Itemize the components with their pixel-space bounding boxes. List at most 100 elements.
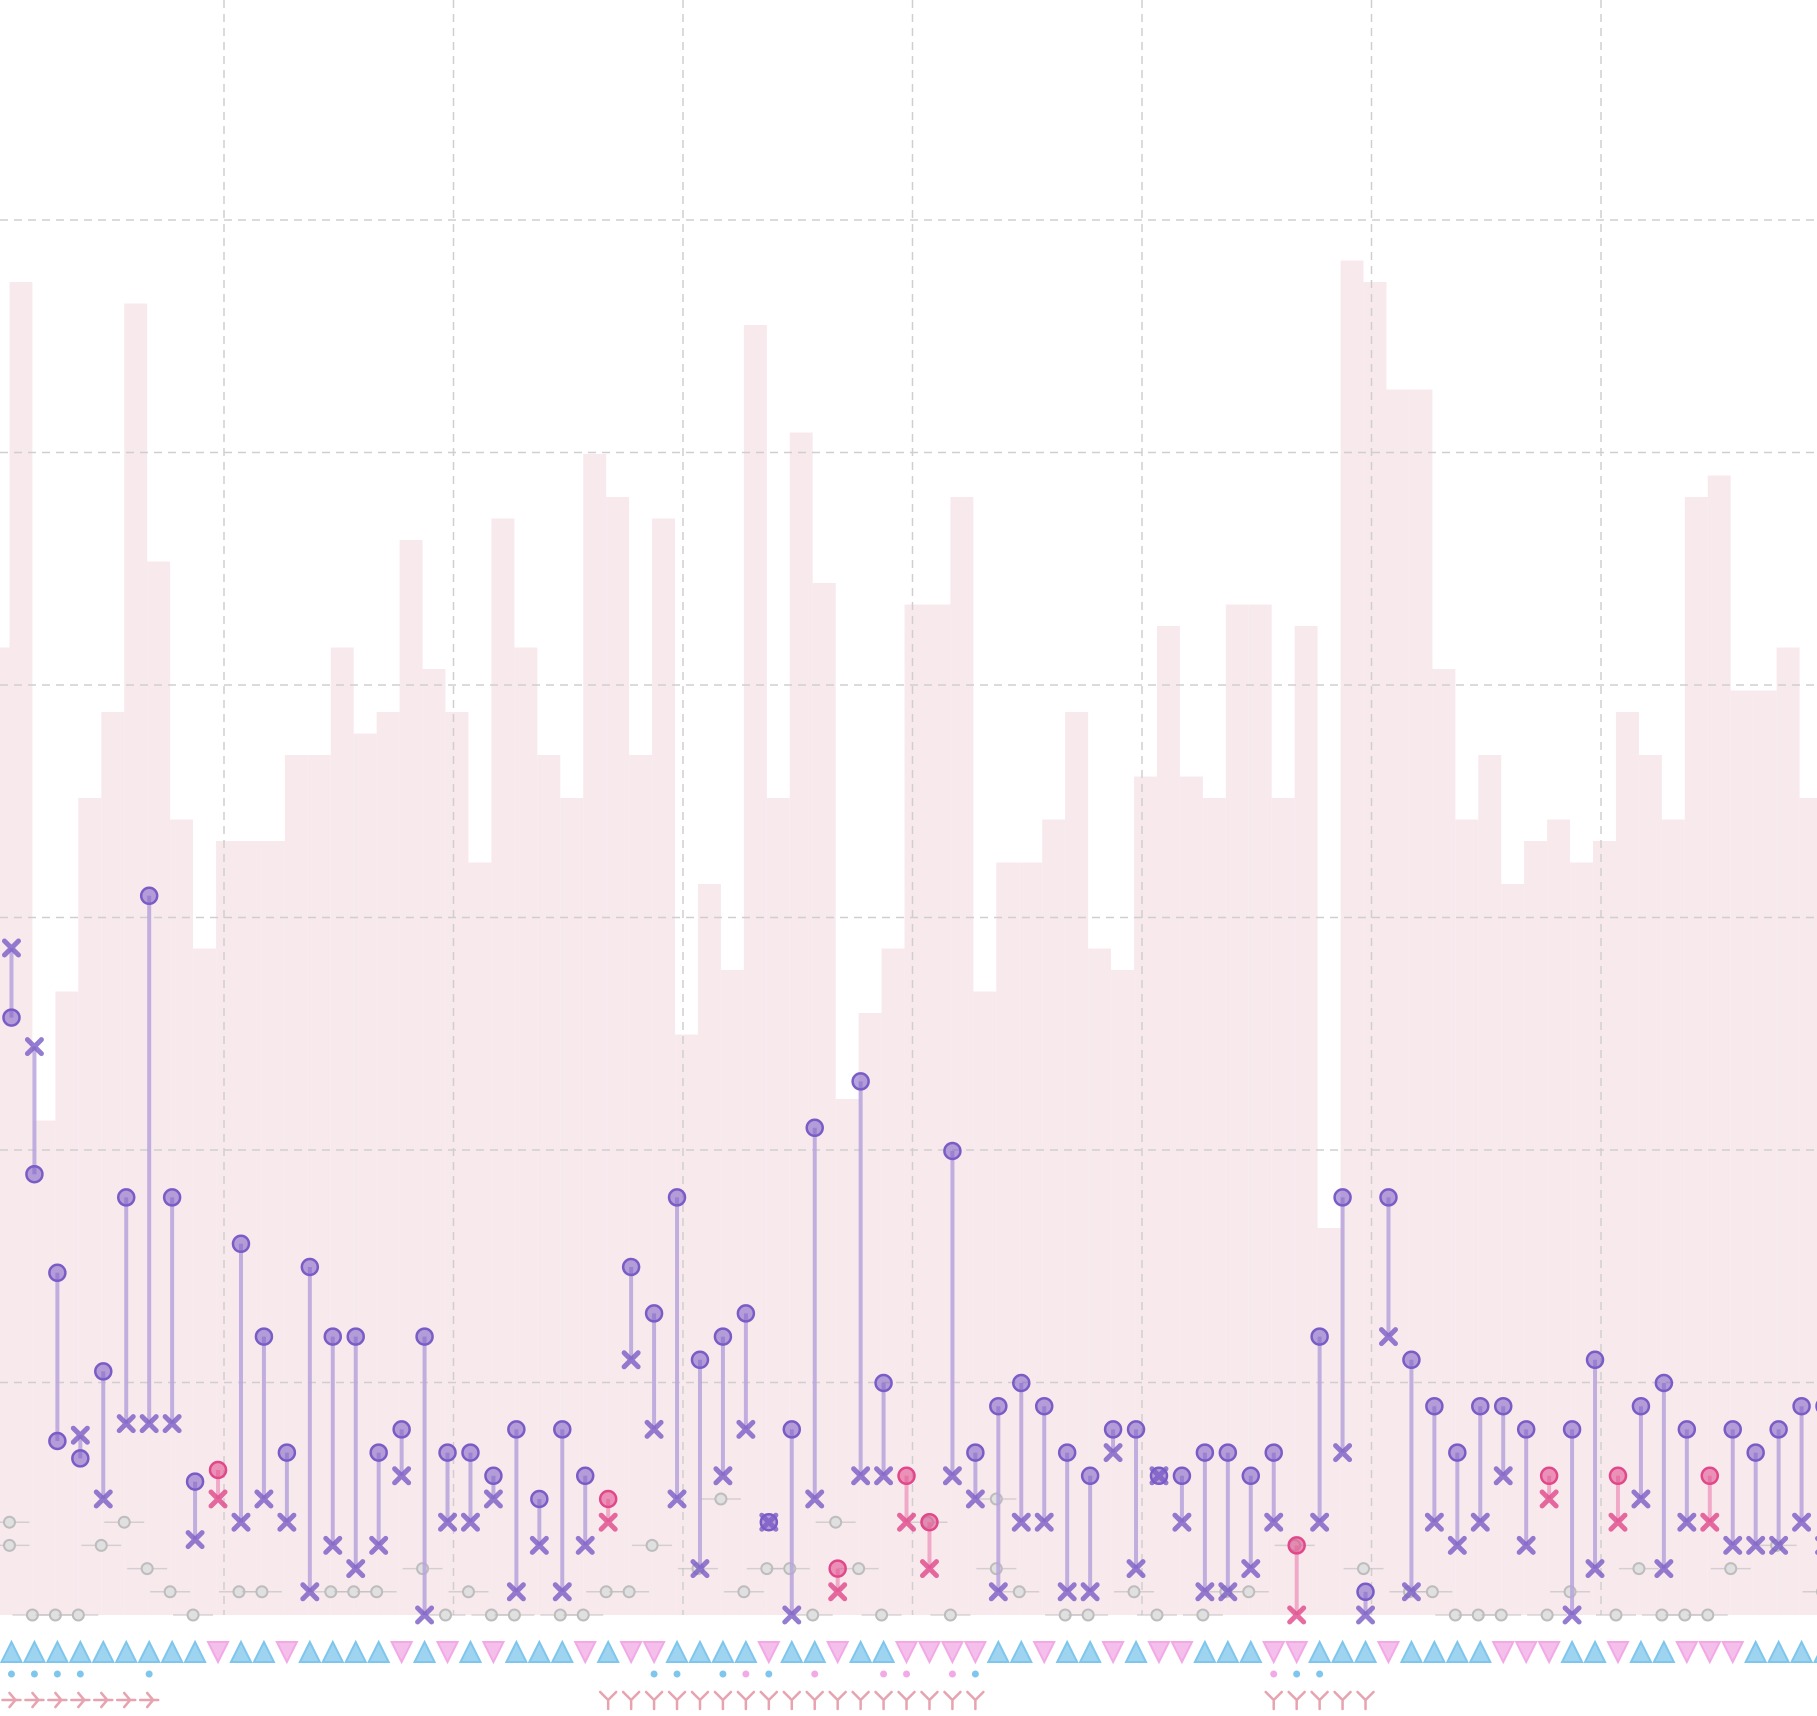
tick-marker: [736, 1690, 756, 1711]
stem-x-marker: [1424, 1512, 1444, 1532]
background-bar: [881, 948, 905, 1615]
triangle-marker: [1330, 1639, 1355, 1663]
background-bars-layer: [0, 260, 1817, 1615]
stem-x-marker: [483, 1489, 503, 1509]
grey-point: [1012, 1585, 1026, 1599]
stem-x-marker: [392, 1466, 412, 1486]
dot-marker: [1316, 1670, 1324, 1678]
background-bar: [1501, 884, 1525, 1615]
triangle-marker: [344, 1639, 368, 1663]
background-bar: [1179, 776, 1203, 1615]
background-bar: [399, 540, 423, 1615]
tick-marker: [47, 1691, 68, 1709]
tick-row-layer: [1, 1690, 1375, 1711]
stem-circle-marker: [1034, 1396, 1054, 1416]
background-bar: [973, 991, 997, 1615]
triangle-marker: [1147, 1641, 1171, 1665]
stem-circle-marker: [553, 1420, 572, 1439]
tick-marker: [759, 1690, 779, 1711]
stem-x-marker: [70, 1425, 90, 1445]
tick-marker: [966, 1690, 985, 1711]
stem-circle-marker: [2, 1008, 21, 1027]
grey-point: [714, 1492, 728, 1506]
background-bar: [284, 755, 308, 1615]
triangle-marker: [68, 1639, 92, 1663]
dot-marker: [30, 1670, 38, 1678]
tick-marker: [713, 1690, 733, 1711]
tick-marker: [828, 1690, 847, 1711]
stem-x-marker: [460, 1512, 480, 1532]
triangle-marker: [1537, 1641, 1561, 1665]
background-bar: [307, 755, 331, 1615]
grey-point: [1724, 1562, 1738, 1576]
stem-x-marker: [1746, 1535, 1766, 1555]
background-bar: [675, 1034, 698, 1615]
grey-point: [71, 1608, 85, 1622]
stem-circle-marker: [162, 1188, 182, 1207]
stem-circle-marker: [874, 1373, 893, 1393]
stem-circle-marker: [644, 1304, 664, 1323]
grey-point: [461, 1585, 475, 1599]
triangle-marker: [1353, 1639, 1378, 1663]
background-bar: [1156, 626, 1180, 1615]
grey-point: [737, 1585, 751, 1599]
stem-circle-marker: [277, 1443, 297, 1462]
grey-point: [1196, 1608, 1210, 1622]
stem-x-marker: [1562, 1605, 1582, 1625]
stem-x-marker: [1195, 1582, 1215, 1602]
background-bar: [1019, 862, 1043, 1615]
triangle-marker: [298, 1639, 322, 1663]
background-bar: [1615, 712, 1639, 1615]
triangle-marker: [321, 1639, 345, 1663]
stem-x-marker: [828, 1582, 848, 1602]
stem-circle-marker: [897, 1466, 916, 1486]
tick-marker: [24, 1691, 45, 1709]
stem-circle-marker: [1172, 1466, 1192, 1486]
stem-x-marker: [988, 1582, 1008, 1602]
stem-circle-marker: [828, 1559, 847, 1578]
triangle-marker: [849, 1639, 873, 1663]
stem-x-marker: [1516, 1535, 1536, 1555]
stem-circle-marker: [1608, 1466, 1628, 1486]
triangle-row-layer: [0, 1639, 1817, 1665]
dot-marker: [903, 1670, 911, 1678]
stem-circle-marker: [989, 1396, 1008, 1416]
background-bar: [904, 604, 928, 1615]
triangle-marker: [435, 1641, 460, 1665]
background-bar: [1248, 604, 1272, 1615]
tick-marker: [1333, 1690, 1352, 1711]
stem-circle-marker: [415, 1327, 434, 1346]
stem-circle-marker: [254, 1327, 274, 1346]
triangle-marker: [1491, 1641, 1515, 1665]
stem-circle-marker: [461, 1443, 480, 1462]
background-bar: [1042, 819, 1066, 1615]
stem-x-marker: [1034, 1512, 1054, 1532]
triangle-marker: [1606, 1641, 1630, 1665]
triangle-marker: [1124, 1639, 1148, 1663]
stem-x-marker: [415, 1605, 435, 1625]
triangle-marker: [1032, 1641, 1056, 1665]
stem-circle-marker: [575, 1466, 595, 1486]
stem-circle-marker: [1425, 1396, 1444, 1416]
stem-x-marker: [277, 1512, 297, 1532]
background-bar: [1547, 819, 1571, 1615]
stem-circle-marker: [346, 1327, 365, 1346]
grey-point: [255, 1585, 269, 1599]
triangle-marker: [1560, 1639, 1584, 1663]
dot-marker: [719, 1670, 727, 1678]
triangle-marker: [206, 1641, 230, 1665]
triangle-marker: [45, 1639, 69, 1663]
triangle-marker: [1193, 1639, 1217, 1663]
stem-x-marker: [1493, 1466, 1513, 1486]
stem-circle-marker: [369, 1443, 388, 1462]
stem-x-marker: [1126, 1559, 1146, 1579]
triangle-marker: [1308, 1639, 1332, 1663]
background-bar: [353, 733, 377, 1615]
stem-circle-marker: [1723, 1420, 1742, 1439]
stem-circle-marker: [736, 1304, 756, 1323]
grey-point: [1701, 1608, 1715, 1622]
grey-point: [163, 1585, 177, 1599]
triangle-marker: [527, 1639, 551, 1663]
dot-marker: [76, 1670, 84, 1678]
